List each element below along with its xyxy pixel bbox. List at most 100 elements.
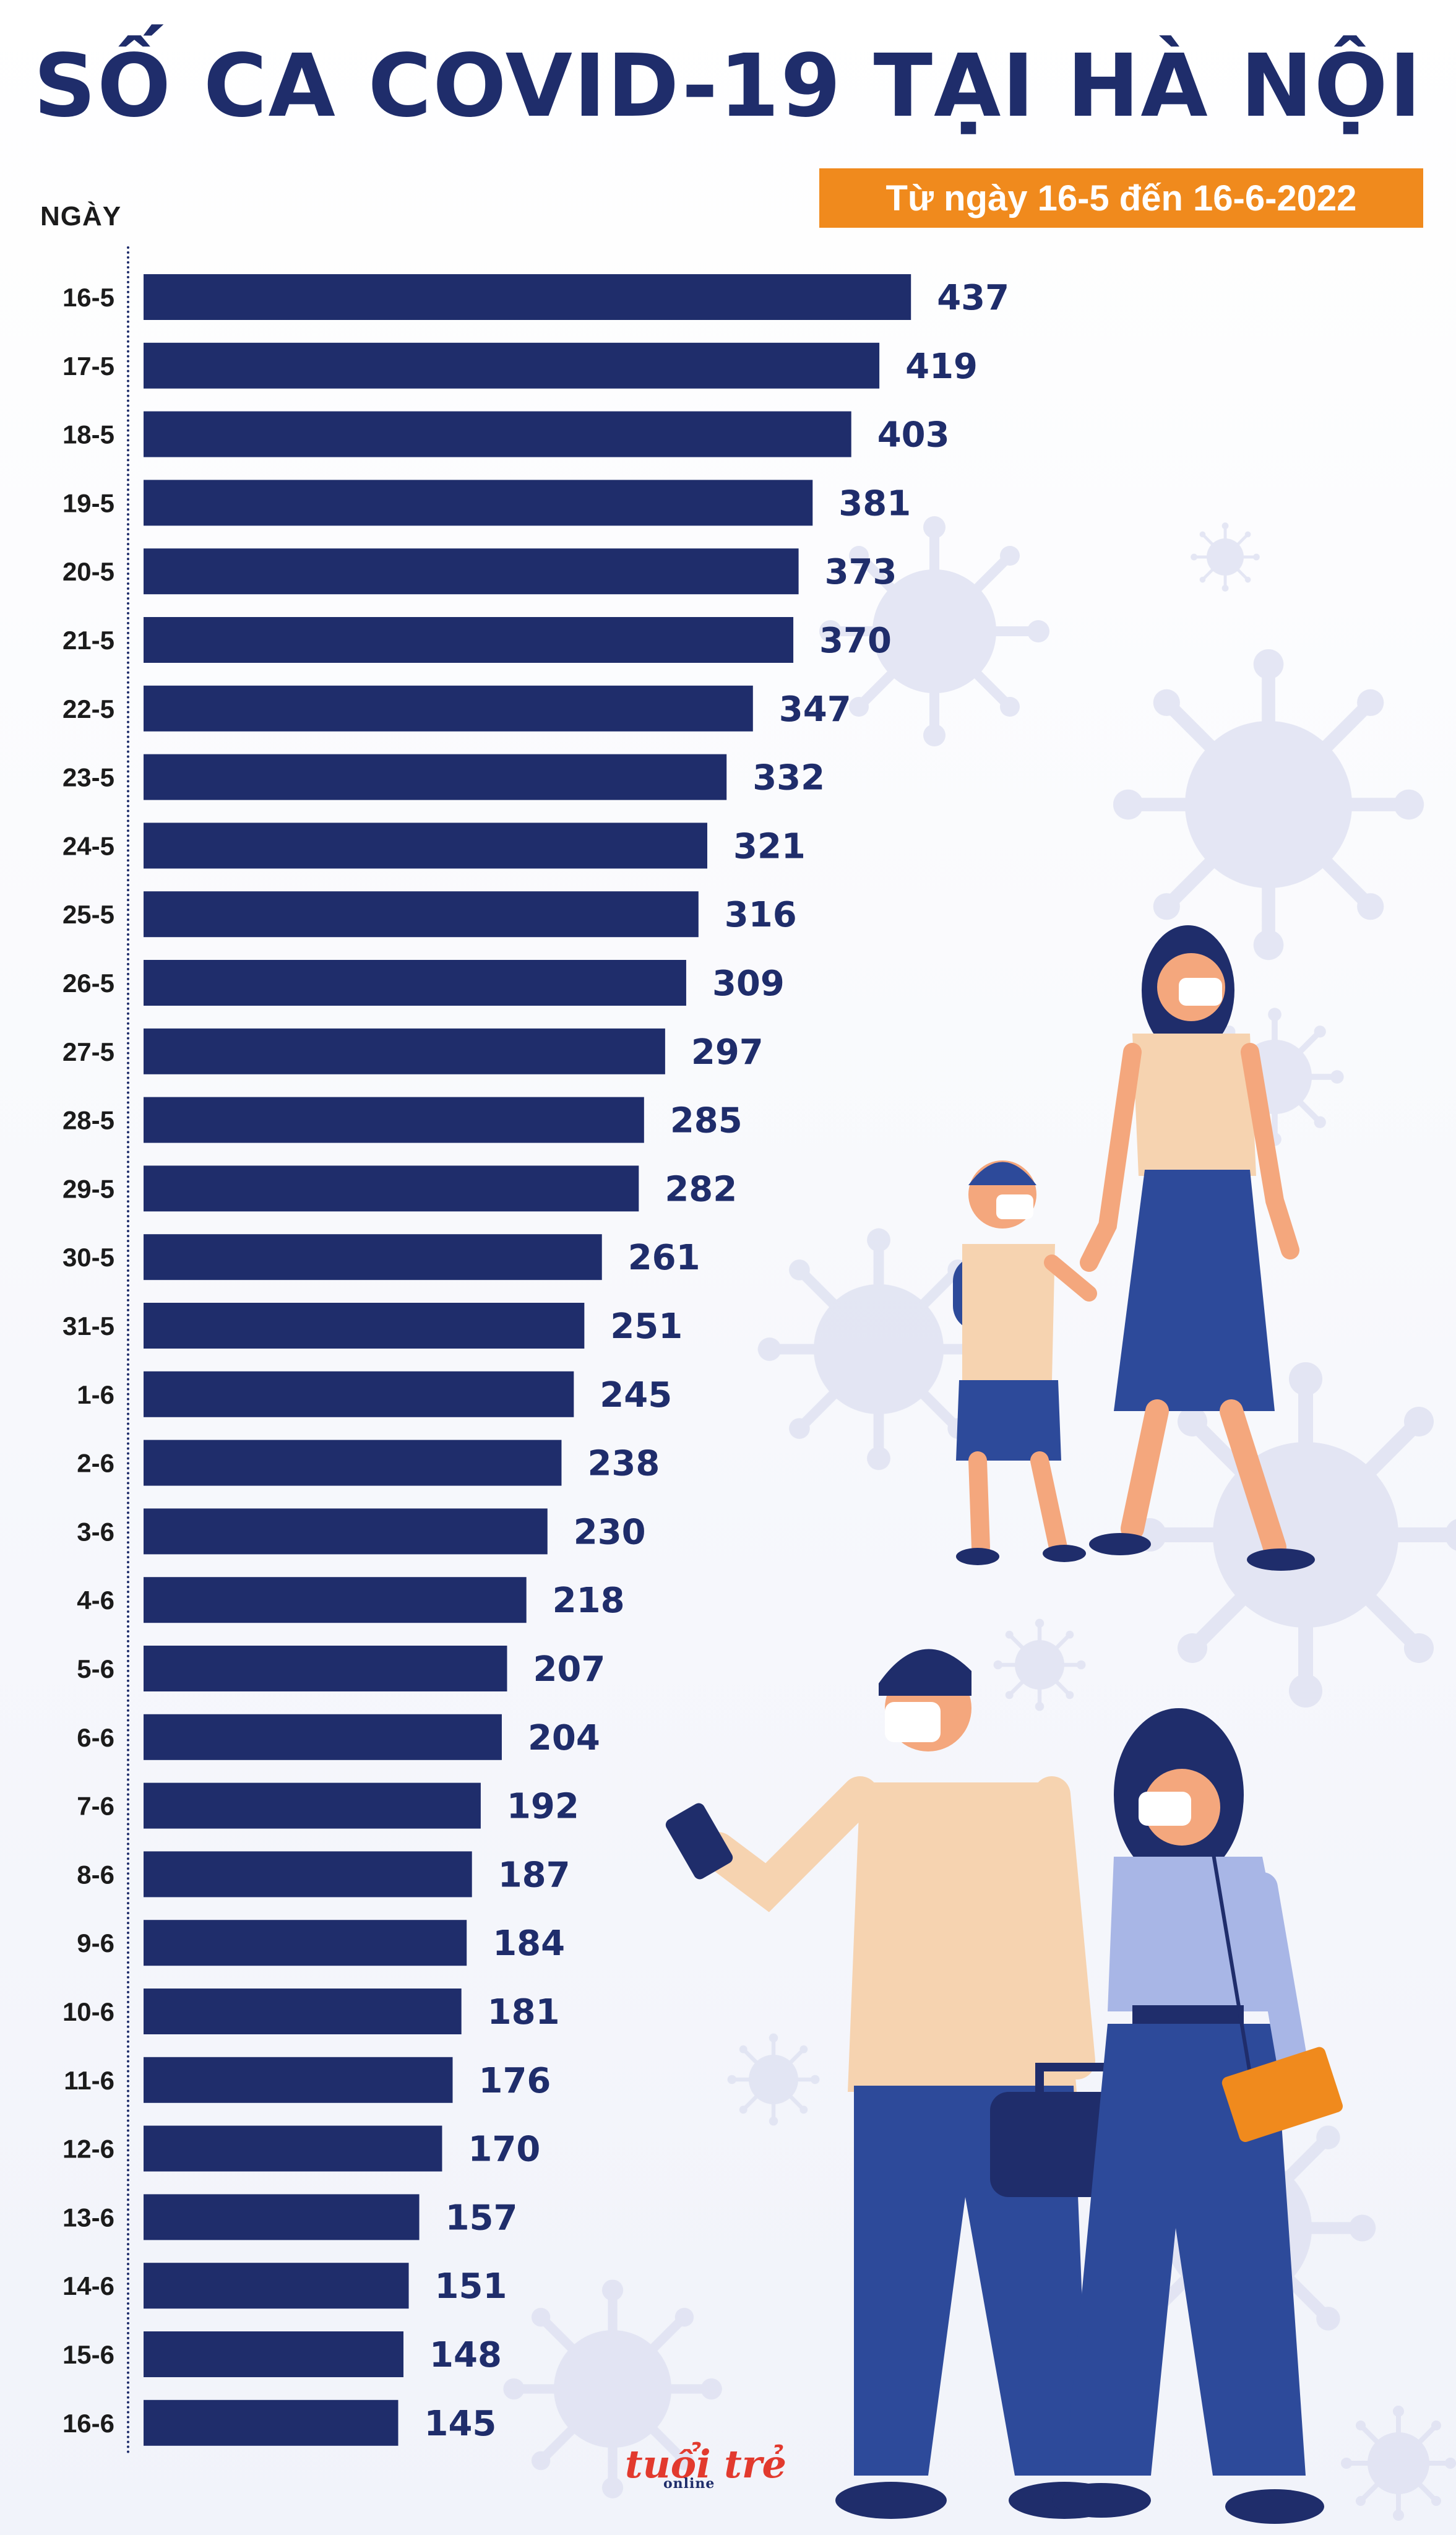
bar: [144, 2399, 398, 2446]
date-label: 24-5: [62, 831, 114, 860]
bar: [144, 617, 794, 663]
bar: [144, 1508, 548, 1555]
value-label: 207: [533, 1649, 605, 1690]
bar: [144, 2194, 420, 2240]
date-label: 13-6: [62, 2203, 114, 2232]
value-label: 204: [528, 1718, 600, 1758]
date-label: 6-6: [77, 1723, 114, 1752]
man-illustration: [665, 1649, 1163, 2519]
value-label: 145: [424, 2404, 497, 2444]
date-label: 26-5: [62, 969, 114, 998]
bar: [144, 2263, 409, 2309]
bar: [144, 1097, 644, 1143]
date-label: 14-6: [62, 2271, 114, 2300]
bar: [144, 342, 880, 389]
bar: [144, 1028, 665, 1074]
logo-text: tuổi trẻ: [625, 2442, 786, 2487]
date-label: 16-6: [62, 2409, 114, 2438]
date-label: 20-5: [62, 557, 114, 586]
date-label: 28-5: [62, 1106, 114, 1135]
value-label: 437: [937, 278, 1009, 318]
bar: [144, 1234, 602, 1280]
bar: [144, 960, 686, 1006]
value-label: 381: [838, 483, 911, 524]
value-label: 238: [587, 1444, 660, 1484]
value-label: 316: [725, 895, 797, 935]
value-label: 157: [446, 2198, 518, 2238]
date-label: 9-6: [77, 1928, 114, 1958]
value-label: 332: [752, 758, 825, 798]
date-label: 19-5: [62, 488, 114, 517]
value-label: 148: [429, 2335, 502, 2375]
logo-subtext: online: [663, 2476, 715, 2492]
value-label: 184: [493, 1924, 565, 1964]
bar: [144, 480, 813, 526]
date-label: 18-5: [62, 420, 114, 449]
date-label: 30-5: [62, 1243, 114, 1272]
bar: [144, 1920, 467, 1966]
date-label: 25-5: [62, 900, 114, 929]
value-label: 297: [691, 1032, 764, 1073]
bar: [144, 754, 727, 800]
bar: [144, 1165, 639, 1212]
value-label: 285: [670, 1101, 743, 1141]
date-range-badge: Từ ngày 16-5 đến 16-6-2022: [819, 168, 1423, 228]
date-label: 10-6: [62, 1997, 114, 2026]
value-label: 347: [779, 689, 851, 730]
value-label: 187: [498, 1855, 571, 1895]
bar: [144, 685, 753, 732]
value-label: 261: [628, 1238, 700, 1278]
date-label: 4-6: [77, 1586, 114, 1615]
value-label: 321: [733, 826, 806, 866]
y-axis-line: [127, 246, 129, 2456]
bar: [144, 2125, 442, 2172]
date-label: 11-6: [64, 2066, 114, 2095]
value-label: 176: [478, 2061, 551, 2101]
bar: [144, 274, 911, 320]
date-label: 29-5: [62, 1174, 114, 1203]
bar: [144, 1440, 562, 1486]
bar: [144, 891, 699, 938]
date-label: 15-6: [62, 2340, 114, 2369]
value-label: 151: [435, 2266, 507, 2307]
chart-title: SỐ CA COVID-19 TẠI HÀ NỘI: [33, 36, 1423, 137]
date-label: 16-5: [62, 283, 114, 312]
value-label: 218: [553, 1581, 625, 1621]
date-label: 12-6: [62, 2135, 114, 2164]
value-label: 403: [877, 415, 950, 456]
child-illustration: [953, 1160, 1097, 1565]
tuoi-tre-logo: tuổi trẻ online: [625, 2442, 786, 2492]
value-label: 419: [905, 347, 978, 387]
bar: [144, 1371, 574, 1417]
bar: [144, 1577, 527, 1623]
date-label: 5-6: [77, 1654, 114, 1683]
bar: [144, 823, 707, 869]
date-label: 17-5: [62, 352, 114, 381]
woman-with-purse-illustration: [1052, 1708, 1343, 2524]
date-label: 22-5: [62, 694, 114, 723]
value-label: 251: [610, 1306, 683, 1347]
bar: [144, 1714, 502, 1760]
bar: [144, 1989, 462, 2034]
bar: [144, 2057, 453, 2103]
value-label: 282: [665, 1169, 737, 1209]
date-label: 8-6: [77, 1860, 114, 1889]
value-label: 230: [574, 1512, 646, 1552]
date-label: 7-6: [77, 1792, 114, 1821]
date-label: 1-6: [77, 1380, 114, 1409]
woman-illustration: [1080, 925, 1315, 1571]
bar: [144, 1782, 481, 1829]
value-label: 170: [468, 2130, 540, 2170]
date-label: 31-5: [62, 1311, 114, 1341]
date-label: 2-6: [77, 1449, 114, 1478]
bar: [144, 1851, 472, 1898]
bar: [144, 411, 851, 457]
date-label: 23-5: [62, 763, 114, 792]
value-label: 373: [825, 552, 897, 592]
bar: [144, 548, 799, 595]
date-range-text: Từ ngày 16-5 đến 16-6-2022: [885, 178, 1357, 218]
y-axis-label: NGÀY: [40, 201, 122, 231]
value-label: 181: [488, 1992, 560, 2032]
